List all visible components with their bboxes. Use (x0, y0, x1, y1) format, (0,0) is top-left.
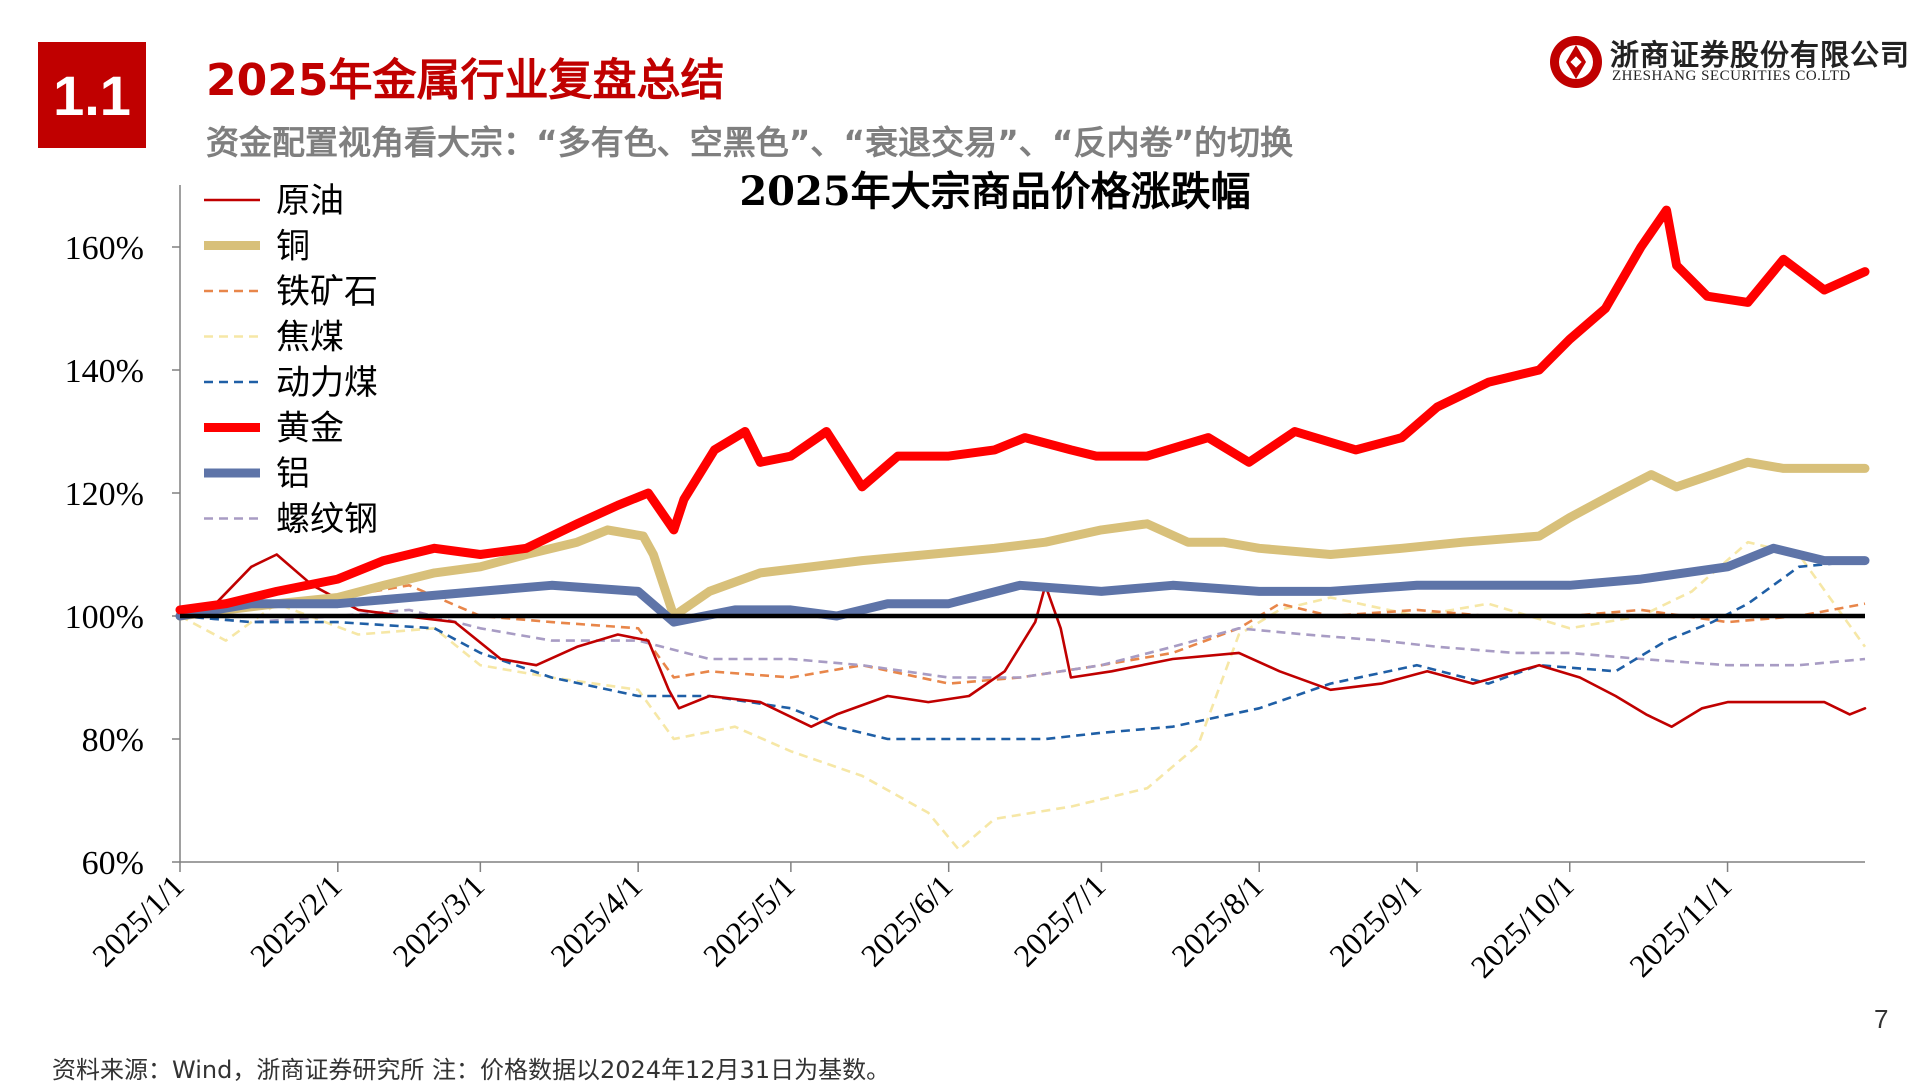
y-tick-label: 80% (82, 722, 144, 759)
legend-label: 铁矿石 (276, 272, 378, 312)
page-number: 7 (1874, 1004, 1889, 1034)
x-tick-label: 2025/8/1 (1164, 867, 1270, 973)
series-line-4 (179, 540, 1867, 852)
chart-title: 2025年大宗商品价格涨跌幅 (739, 168, 1250, 215)
y-tick-label: 100% (65, 599, 144, 636)
x-tick-label: 2025/1/1 (85, 867, 191, 973)
section-number-badge: 1.1 (38, 42, 146, 148)
legend-label: 螺纹钢 (276, 500, 378, 540)
x-tick-label: 2025/4/1 (543, 867, 649, 973)
slide-subtitle: 资金配置视角看大宗：“多有色、空黑色”、“衰退交易”、“反内卷”的切换 (206, 123, 1294, 162)
company-logo: 浙商证券股份有限公司 ZHESHANG SECURITIES CO.LTD (1548, 30, 1909, 92)
legend-label: 铝 (276, 454, 310, 494)
legend-label: 黄金 (276, 409, 344, 449)
x-tick-label: 2025/5/1 (696, 867, 802, 973)
legend-label: 原油 (276, 181, 344, 221)
series-line-5 (179, 559, 1866, 741)
company-name-en: ZHESHANG SECURITIES CO.LTD (1612, 68, 1851, 84)
x-tick-label: 2025/3/1 (385, 867, 491, 973)
series-line-6 (175, 205, 1870, 615)
x-tick-label: 2025/2/1 (243, 867, 349, 973)
series-line-8 (179, 608, 1866, 679)
y-tick-label: 60% (82, 845, 144, 882)
y-tick-label: 140% (65, 353, 144, 390)
x-tick-label: 2025/9/1 (1322, 867, 1428, 973)
series-line-7 (175, 543, 1870, 627)
zheshang-logo-icon (1550, 36, 1602, 88)
x-tick-label: 2025/10/1 (1463, 867, 1580, 984)
y-axis: 60% 80% 100% 120% 140% 160% (65, 185, 181, 882)
x-tick-label: 2025/6/1 (854, 867, 960, 973)
x-axis: 2025/1/1 2025/2/1 2025/3/1 2025/4/1 2025/5/1… (85, 861, 1865, 985)
x-tick-label: 2025/11/1 (1622, 867, 1738, 983)
legend-label: 焦煤 (276, 318, 344, 358)
series-layer (175, 205, 1870, 852)
legend-label: 动力煤 (276, 363, 378, 403)
y-tick-label: 160% (65, 230, 144, 267)
slide-title: 2025年金属行业复盘总结 (206, 55, 725, 106)
company-name-cn: 浙商证券股份有限公司 (1610, 38, 1911, 72)
series-line-3 (179, 583, 1866, 685)
y-tick-label: 120% (65, 476, 144, 513)
legend-label: 铜 (276, 227, 310, 267)
source-note: 资料来源：Wind，浙商证券研究所 注：价格数据以2024年12月31日为基数。 (52, 1056, 891, 1084)
x-tick-label: 2025/7/1 (1006, 867, 1112, 973)
series-line-1 (178, 553, 1867, 729)
series-line-2 (175, 457, 1870, 621)
